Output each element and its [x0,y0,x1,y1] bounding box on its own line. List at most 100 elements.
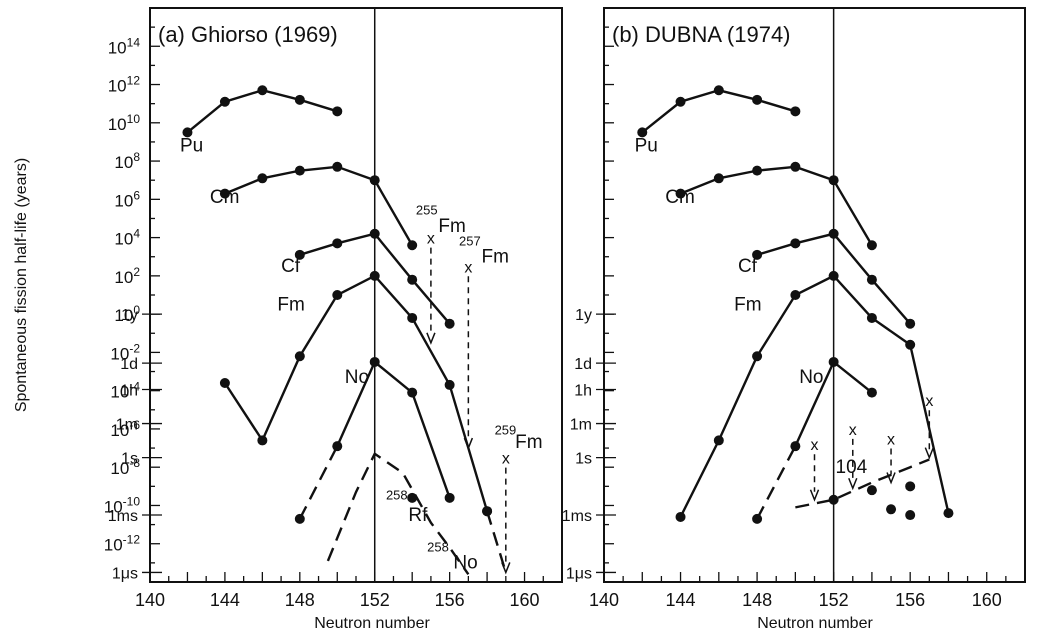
curve-label-cf: Cf [738,256,758,277]
series-fm-point [675,511,686,522]
y-tick-label: 108 [114,150,140,172]
series-cf-point [444,318,455,329]
series-no-point [444,492,455,503]
arrow-head [924,447,935,460]
series-cm-point [369,175,380,186]
y-tick-label: 1014 [108,35,141,57]
series-cf-point [369,228,380,239]
arrow-head [848,477,858,491]
arrow-head [426,332,436,345]
series-cf-point [905,318,916,329]
y-tick-exponent: 6 [133,188,140,202]
y-tick-exponent: 14 [127,35,141,49]
series-cm-point [219,188,230,199]
series-pu-point [752,94,763,105]
curve-label-pu: Pu [180,136,203,157]
y-tick-exponent: -10 [123,494,141,508]
y-tick-label: 10-12 [104,533,141,555]
mass-number-label: 258 [386,488,408,503]
x-axis-label-b: Neutron number [757,615,873,632]
time-tick-label: 1s [575,451,592,468]
y-tick-exponent: -12 [123,533,141,547]
mass-number-label: 255 [416,203,438,218]
series-cm-point [675,188,686,199]
curve-label-no: No [799,367,823,388]
time-tick-label: 1h [574,383,592,400]
nuclide-label: Fm [438,216,465,237]
y-tick-label: 1012 [108,74,141,96]
series-cm-point [790,161,801,172]
series-104-point [828,494,839,505]
panel-a: (a) Ghiorso (1969)140 144 148 152 156 1601y1d… [104,7,563,610]
x-tick-label: 156 [435,590,465,610]
series-cm-line [224,165,414,246]
x-marker: x [502,451,510,468]
time-tick-label: 1y [575,307,592,324]
x-axis-label-a: Neutron number [314,615,430,632]
x-tick-label: 152 [360,590,390,610]
y-tick-label: 104 [114,227,140,249]
series-pu-point [332,106,343,117]
y-tick-exponent: -2 [129,341,140,355]
series-cf-point [752,249,763,260]
nuclide-label: Fm [481,246,508,267]
curve-label-cm: Cm [210,187,240,208]
x-tick-label: 140 [135,590,165,610]
series-fm-point [943,508,954,519]
series-fm-point [219,378,230,389]
y-axis-label: Spontaneous fission half-life (years) [13,158,30,412]
time-tick-label: 1y [121,307,138,324]
curve-label-pu: Pu [635,136,658,157]
plot-frame [603,7,1026,583]
series-no-line [756,445,797,520]
series-104-point [905,481,916,492]
series-no-point [752,513,763,524]
time-tick-label: 1μs [566,565,592,582]
time-tick-label: 1m [116,417,138,434]
series-fm-point [790,290,801,300]
x-tick-label: 148 [742,590,772,610]
curve-label-rf: Rf [408,505,428,526]
series-104-line [795,458,930,509]
x-tick-label: 156 [895,590,925,610]
series-fm-point [294,351,305,362]
curve-label-no: No [453,553,477,574]
y-tick-exponent: 10 [127,112,141,126]
series-fm-line [679,274,950,518]
y-tick-exponent: 12 [127,74,141,88]
series-cm-point [294,165,305,176]
series-cm-point [828,175,839,186]
time-tick-label: 1d [574,356,592,373]
time-tick-label: 1μs [112,565,138,582]
series-fm-point [369,270,380,281]
x-tick-label: 144 [210,590,240,610]
x-tick-label: 152 [819,590,849,610]
y-tick-exponent: -6 [129,418,140,432]
series-rf-line [326,452,470,576]
mass-number-label: 257 [459,233,481,248]
y-tick-label: 1010 [108,112,141,134]
series-no-line [298,445,339,520]
series-fm-point [482,506,493,517]
series-no-point [407,387,418,398]
mass-number-label: 259 [495,423,517,438]
curve-label-cf: Cf [281,256,301,277]
series-cm-point [257,173,268,184]
series-cf-point [866,274,877,285]
series-cm-point [713,173,724,184]
series-pu-line [186,89,338,134]
series-pu-point [675,96,686,107]
series-cf-point [332,238,343,249]
series-fm-point [866,312,877,323]
y-tick-exponent: 0 [133,303,140,317]
series-104-point [905,510,916,521]
series-fm-point [444,379,455,390]
time-tick-label: 1ms [562,508,592,525]
series-cf-point [294,249,305,260]
x-marker: x [811,437,819,454]
curve-label-no: No [345,367,369,388]
series-no-point [294,513,305,524]
x-marker: x [464,259,472,276]
series-no-line [336,360,451,499]
y-tick-label: 102 [114,265,140,287]
